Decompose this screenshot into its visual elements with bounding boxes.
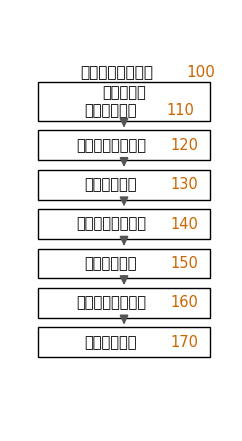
Text: 140: 140 (170, 217, 198, 232)
Text: 100: 100 (186, 65, 215, 80)
Bar (38, 209, 210, 239)
Text: 第一聚类模块: 第一聚类模块 (85, 177, 137, 192)
Text: 第二聚类模块: 第二聚类模块 (85, 256, 137, 271)
Text: 基因拷贝数: 基因拷贝数 (102, 85, 146, 100)
Text: 样本分类模块: 样本分类模块 (85, 335, 137, 350)
Text: 数值计算模块: 数值计算模块 (85, 103, 137, 118)
Bar (38, 170, 210, 200)
Bar (38, 288, 210, 318)
Bar (38, 82, 210, 121)
Bar (38, 249, 210, 278)
Text: 差异基因筛选模块: 差异基因筛选模块 (76, 217, 146, 232)
Bar (38, 327, 210, 357)
Text: 变异基因筛选模块: 变异基因筛选模块 (76, 138, 146, 153)
Text: 160: 160 (170, 295, 198, 310)
Text: 110: 110 (166, 103, 194, 118)
Text: 120: 120 (170, 138, 198, 153)
Text: 肿瘤分子分型装置: 肿瘤分子分型装置 (80, 65, 153, 80)
Text: 预后影响分析模块: 预后影响分析模块 (76, 295, 146, 310)
Text: 130: 130 (170, 177, 198, 192)
Text: 170: 170 (170, 335, 198, 350)
Bar (38, 131, 210, 160)
Text: 150: 150 (170, 256, 198, 271)
